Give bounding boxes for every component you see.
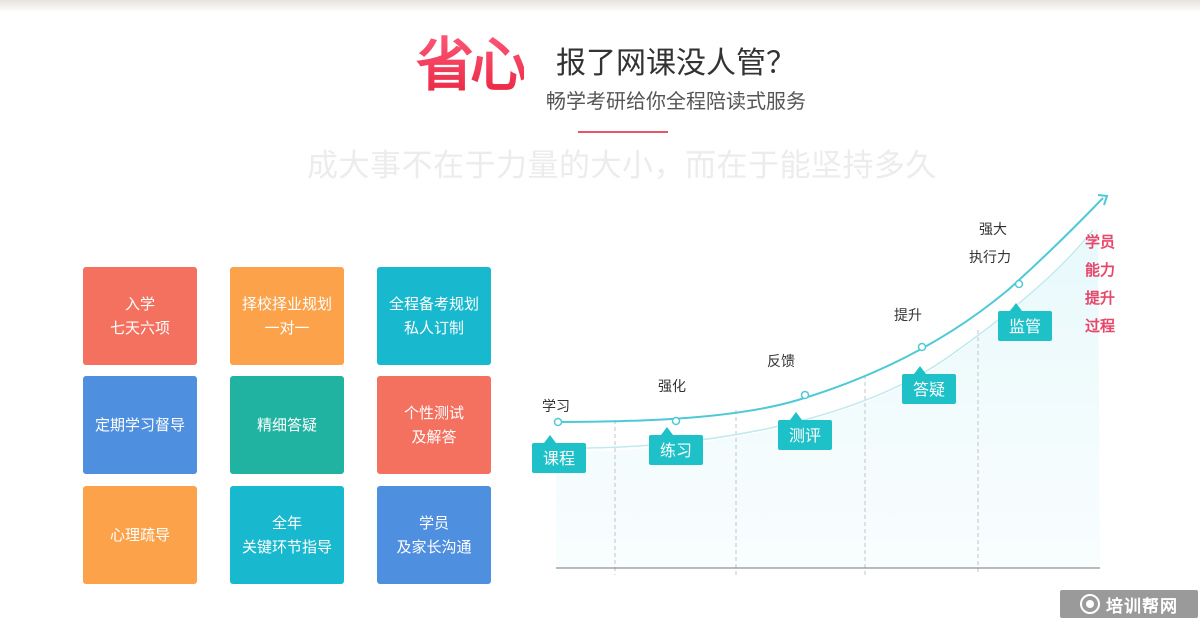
curve-area	[556, 228, 1100, 568]
stage-label: 强大	[979, 222, 1007, 238]
service-tile-exam-planning: 全程备考规划 私人订制	[377, 267, 491, 365]
service-tile-supervision: 定期学习督导	[83, 376, 197, 474]
tile-line2: 私人订制	[403, 319, 464, 337]
tile-line2: 及家长沟通	[396, 538, 472, 556]
title-divider	[578, 131, 668, 133]
side-caption-line: 能力	[1085, 261, 1115, 279]
stage-label: 提升	[894, 308, 922, 324]
service-tile-testing: 个性测试 及解答	[377, 376, 491, 474]
service-tile-counseling: 心理疏导	[83, 486, 197, 584]
stage-point	[917, 342, 927, 352]
stage-point	[671, 416, 681, 426]
tile-line1: 入学	[124, 295, 155, 313]
tile-line1: 精细答疑	[256, 416, 317, 434]
sun-face-icon	[1080, 594, 1100, 614]
tile-line2: 七天六项	[109, 319, 170, 337]
badge-qa: 答疑	[902, 366, 956, 404]
badge-label: 课程	[543, 449, 575, 468]
watermark-text: 培训帮网	[1106, 596, 1178, 617]
tile-line1: 全年	[271, 514, 302, 532]
tile-line2: 关键环节指导	[241, 538, 332, 556]
tile-line1: 个性测试	[403, 404, 464, 422]
tile-line1: 学员	[418, 514, 449, 532]
badge-label: 答疑	[913, 380, 945, 399]
stage-label: 学习	[542, 399, 570, 415]
motto-text: 成大事不在于力量的大小，而在于能坚持多久	[307, 148, 937, 184]
stage-point	[1014, 279, 1024, 289]
progress-curve-chart: 学习 强化 反馈 提升 强大 执行力 课程 练习 测评 答疑 监管 学员 能力 …	[532, 194, 1115, 575]
arrow-head-icon	[1097, 194, 1109, 206]
service-tile-qa: 精细答疑	[230, 376, 344, 474]
badge-practice: 练习	[649, 427, 703, 465]
service-tile-guidance: 全年 关键环节指导	[230, 486, 344, 584]
subheadline: 畅学考研给你全程陪读式服务	[546, 89, 806, 113]
tile-line1: 择校择业规划	[241, 295, 332, 313]
badge-supervision: 监管	[998, 303, 1052, 341]
tile-line1: 心理疏导	[109, 526, 170, 544]
side-caption-line: 学员	[1085, 233, 1115, 251]
stage-label: 反馈	[767, 354, 795, 370]
badge-course: 课程	[532, 435, 586, 473]
tile-line1: 定期学习督导	[94, 416, 185, 434]
side-caption-line: 过程	[1085, 317, 1115, 335]
service-tile-grid: 入学 七天六项 择校择业规划 一对一 全程备考规划 私人订制 定期学习督导 精细…	[83, 267, 503, 587]
stage-label: 强化	[658, 379, 686, 395]
top-shadow-bar	[0, 0, 1200, 12]
brand-title: 省心	[416, 31, 528, 99]
badge-assessment: 测评	[778, 412, 832, 450]
service-tile-enrollment: 入学 七天六项	[83, 267, 197, 365]
stage-point	[553, 417, 563, 427]
headline: 报了网课没人管？	[556, 46, 796, 81]
tile-line2: 及解答	[411, 428, 457, 446]
stage-point	[800, 390, 810, 400]
site-watermark: 培训帮网	[1060, 590, 1198, 618]
tile-line2: 一对一	[264, 319, 310, 337]
stage-label: 执行力	[969, 250, 1011, 266]
service-tile-school-planning: 择校择业规划 一对一	[230, 267, 344, 365]
badge-label: 监管	[1009, 317, 1041, 336]
side-caption-line: 提升	[1085, 289, 1115, 307]
service-tile-parent-communication: 学员 及家长沟通	[377, 486, 491, 584]
badge-label: 练习	[660, 441, 692, 460]
tile-line1: 全程备考规划	[388, 295, 479, 313]
badge-label: 测评	[789, 426, 821, 445]
